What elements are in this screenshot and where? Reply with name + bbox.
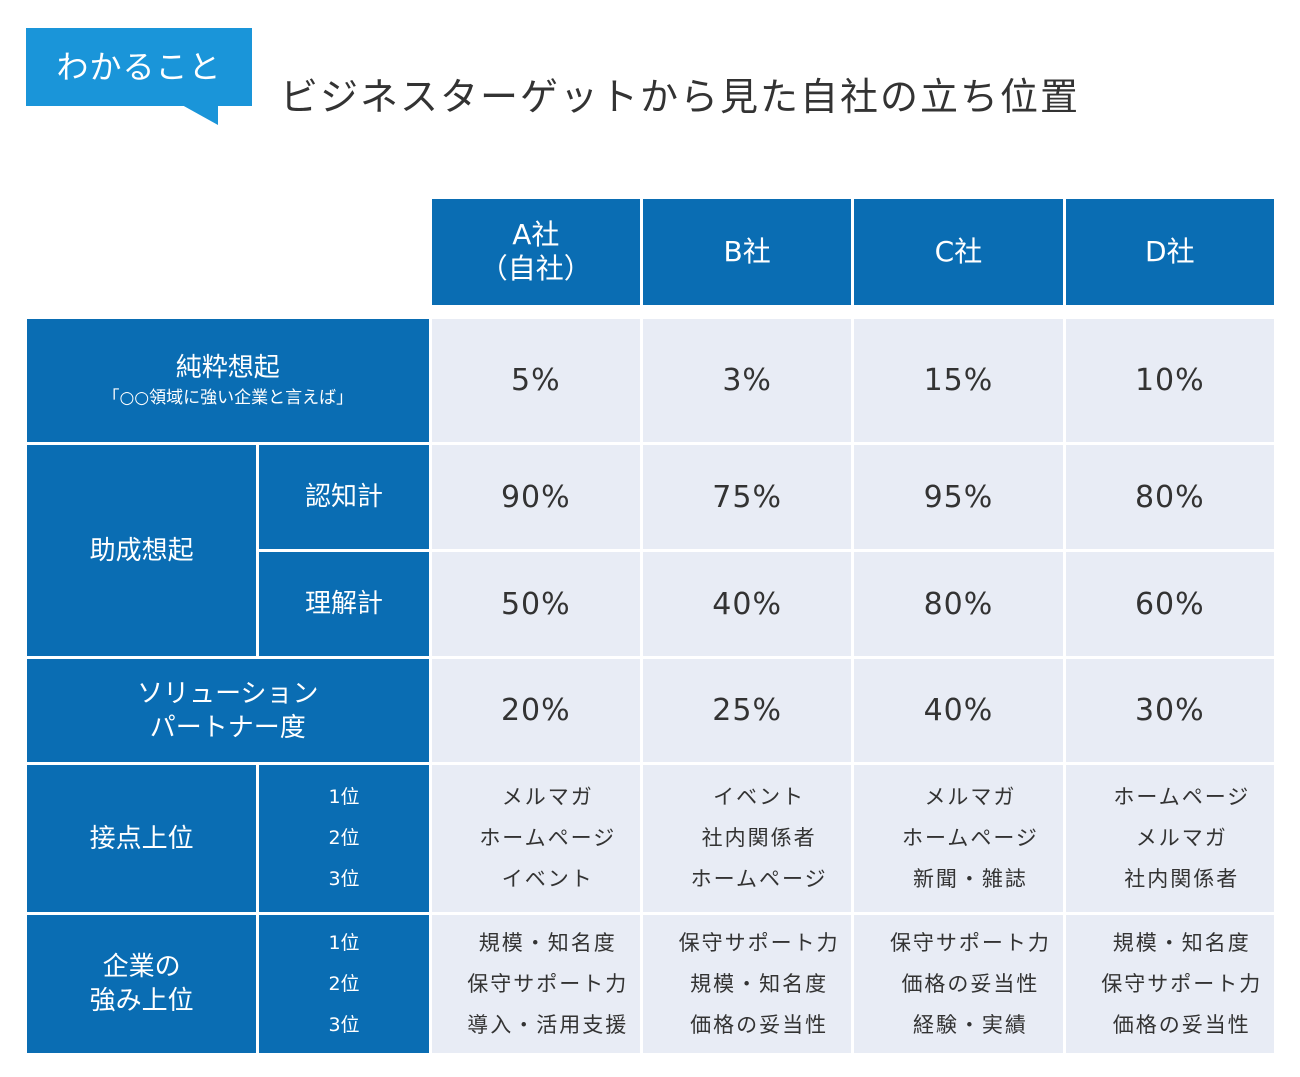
badge-tail xyxy=(182,105,218,125)
pure-recall-value: 15% xyxy=(854,319,1063,442)
awareness-label: 認知計 xyxy=(259,445,429,549)
touchpoints-label: 接点上位 xyxy=(27,765,257,912)
touchpoints-list-d: ホームページ メルマガ 社内関係者 xyxy=(1065,765,1274,912)
pure-recall-value: 10% xyxy=(1065,319,1274,442)
company-header-c: C社 xyxy=(854,199,1063,305)
strengths-list-a: 規模・知名度 保守サポート力 導入・活用支援 xyxy=(431,915,640,1053)
header-row: A社 （自社） B社 C社 D社 xyxy=(27,199,1274,305)
understanding-value: 60% xyxy=(1065,552,1274,656)
understanding-value: 40% xyxy=(642,552,852,656)
awareness-value: 90% xyxy=(431,445,640,549)
touchpoints-list-b: イベント 社内関係者 ホームページ xyxy=(642,765,852,912)
understanding-value: 80% xyxy=(854,552,1063,656)
pure-recall-value: 5% xyxy=(431,319,640,442)
pure-recall-row: 純粋想起 「○○領域に強い企業と言えば」 5% 3% 15% 10% xyxy=(27,319,1274,442)
touchpoints-row: 接点上位 1位 2位 3位 メルマガ ホームページ イベント イベント 社内関係… xyxy=(27,765,1274,912)
solution-partner-value: 20% xyxy=(431,659,640,762)
touchpoints-ranks: 1位 2位 3位 xyxy=(259,765,429,912)
understanding-value: 50% xyxy=(431,552,640,656)
understanding-row: 理解計 50% 40% 80% 60% xyxy=(27,552,1274,656)
solution-partner-value: 40% xyxy=(854,659,1063,762)
section-badge: わかること xyxy=(26,28,252,106)
strengths-ranks: 1位 2位 3位 xyxy=(259,915,429,1053)
company-header-a: A社 （自社） xyxy=(431,199,640,305)
strengths-list-b: 保守サポート力 規模・知名度 価格の妥当性 xyxy=(642,915,852,1053)
comparison-table: A社 （自社） B社 C社 D社 純粋想起 「○○領域に強い企業と言えば」 5%… xyxy=(24,196,1277,1056)
solution-partner-row: ソリューション パートナー度 20% 25% 40% 30% xyxy=(27,659,1274,762)
page-title: ビジネスターゲットから見た自社の立ち位置 xyxy=(280,75,1081,119)
understanding-label: 理解計 xyxy=(259,552,429,656)
awareness-row: 助成想起 認知計 90% 75% 95% 80% xyxy=(27,445,1274,656)
awareness-value: 80% xyxy=(1065,445,1274,549)
touchpoints-list-c: メルマガ ホームページ 新聞・雑誌 xyxy=(854,765,1063,912)
pure-recall-value: 3% xyxy=(642,319,852,442)
strengths-list-c: 保守サポート力 価格の妥当性 経験・実績 xyxy=(854,915,1063,1053)
strengths-list-d: 規模・知名度 保守サポート力 価格の妥当性 xyxy=(1065,915,1274,1053)
strengths-label: 企業の 強み上位 xyxy=(27,915,257,1053)
company-header-d: D社 xyxy=(1065,199,1274,305)
pure-recall-label: 純粋想起 「○○領域に強い企業と言えば」 xyxy=(27,319,429,442)
strengths-row: 企業の 強み上位 1位 2位 3位 規模・知名度 保守サポート力 導入・活用支援… xyxy=(27,915,1274,1053)
company-header-b: B社 xyxy=(642,199,852,305)
corner-cell xyxy=(27,199,429,305)
aided-recall-label: 助成想起 xyxy=(27,445,257,656)
awareness-value: 95% xyxy=(854,445,1063,549)
solution-partner-label: ソリューション パートナー度 xyxy=(27,659,429,762)
touchpoints-list-a: メルマガ ホームページ イベント xyxy=(431,765,640,912)
awareness-value: 75% xyxy=(642,445,852,549)
solution-partner-value: 30% xyxy=(1065,659,1274,762)
solution-partner-value: 25% xyxy=(642,659,852,762)
